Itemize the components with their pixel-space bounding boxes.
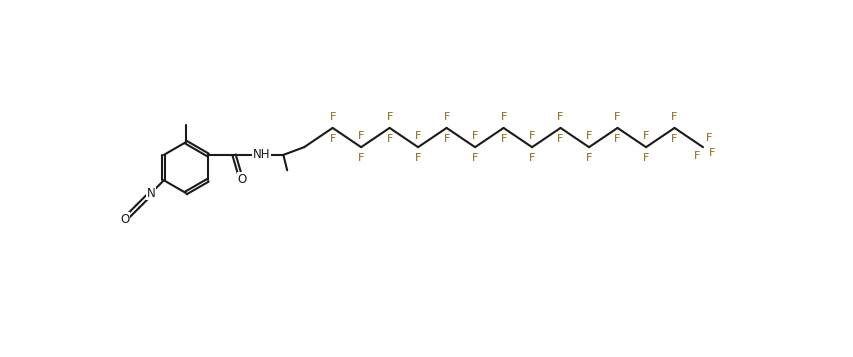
- Text: F: F: [528, 131, 535, 141]
- Text: F: F: [357, 131, 364, 141]
- Text: F: F: [642, 153, 648, 163]
- Text: O: O: [120, 213, 129, 226]
- Text: F: F: [386, 134, 392, 144]
- Text: F: F: [443, 134, 450, 144]
- Text: F: F: [329, 134, 335, 144]
- Text: F: F: [472, 131, 478, 141]
- Text: O: O: [237, 173, 247, 186]
- Text: F: F: [613, 112, 620, 122]
- Text: F: F: [329, 112, 335, 122]
- Text: N: N: [146, 187, 155, 200]
- Text: F: F: [500, 112, 506, 122]
- Text: F: F: [557, 112, 563, 122]
- Text: F: F: [357, 153, 364, 163]
- Text: F: F: [415, 153, 421, 163]
- Text: F: F: [443, 112, 450, 122]
- Text: NH: NH: [252, 147, 270, 161]
- Text: F: F: [415, 131, 421, 141]
- Text: F: F: [386, 112, 392, 122]
- Text: F: F: [472, 153, 478, 163]
- Text: F: F: [642, 131, 648, 141]
- Text: F: F: [708, 148, 714, 158]
- Text: F: F: [613, 134, 620, 144]
- Text: F: F: [500, 134, 506, 144]
- Text: F: F: [585, 131, 591, 141]
- Text: F: F: [557, 134, 563, 144]
- Text: F: F: [693, 151, 699, 161]
- Text: F: F: [705, 133, 711, 143]
- Text: F: F: [528, 153, 535, 163]
- Text: F: F: [670, 134, 677, 144]
- Text: F: F: [670, 112, 677, 122]
- Text: F: F: [585, 153, 591, 163]
